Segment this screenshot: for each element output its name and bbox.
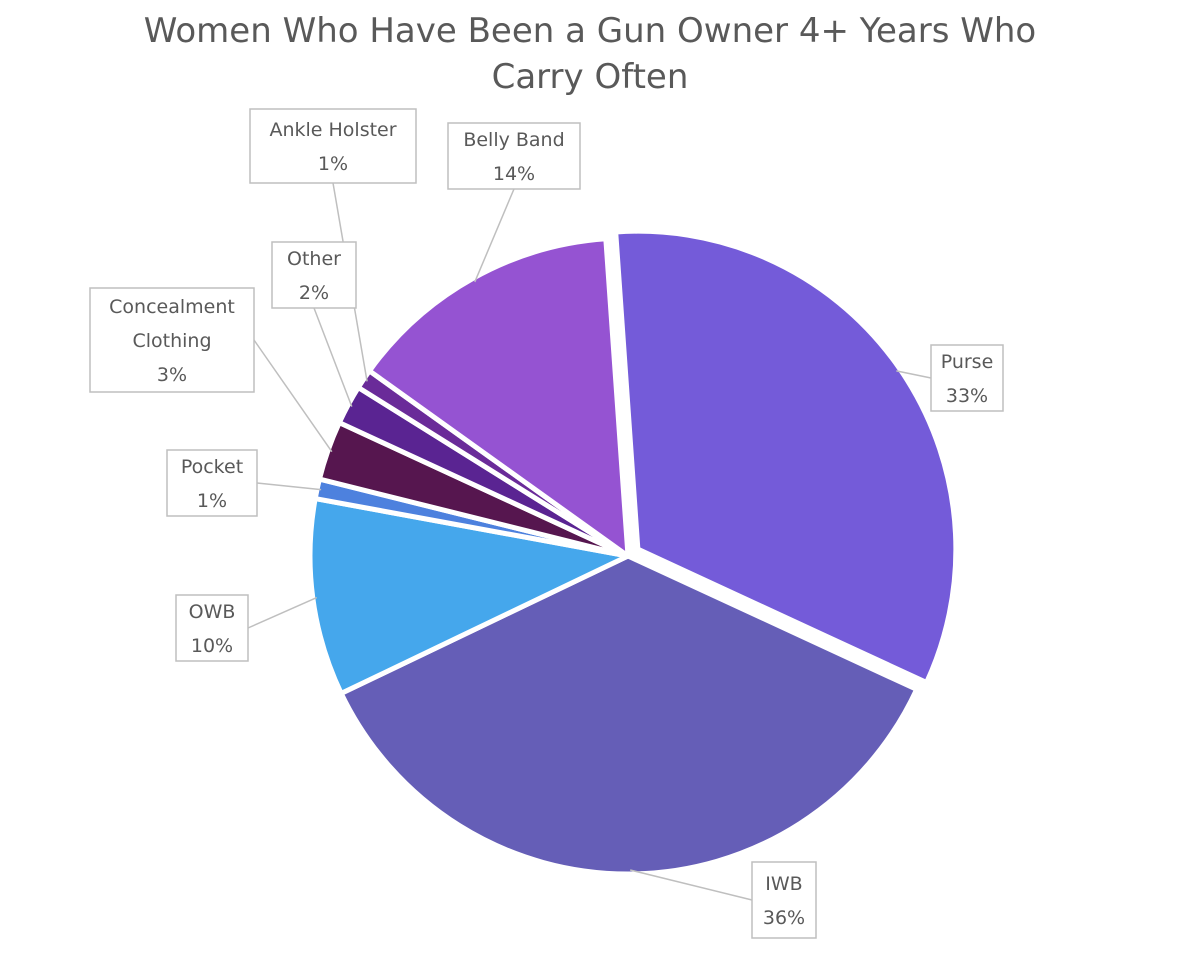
data-label-value: 10% (191, 635, 233, 657)
data-label-box (751, 861, 817, 939)
data-label-pocket: Pocket 1% (166, 449, 258, 517)
data-label-category: OWB (189, 601, 236, 623)
pie-slice-purse (613, 228, 959, 686)
leader-line-iwb (630, 869, 753, 901)
chart-title-line-1: Women Who Have Been a Gun Owner 4+ Years… (143, 11, 1037, 51)
leader-line-belly-band (474, 188, 515, 283)
data-label-category: Belly Band (463, 129, 564, 151)
data-label-category: Ankle Holster (269, 119, 396, 141)
data-label-box (271, 241, 357, 309)
data-label-owb: OWB 10% (175, 594, 249, 662)
data-label-concealment-clothing: Concealment Clothing 3% (89, 287, 255, 393)
leader-line-owb (247, 596, 318, 629)
leader-line-pocket (256, 482, 322, 491)
data-label-category: Other (287, 248, 341, 270)
data-label-box (175, 594, 249, 662)
chart-title-line-2: Carry Often (491, 57, 689, 97)
data-label-value: 3% (157, 364, 187, 386)
data-label-iwb: IWB 36% (751, 861, 817, 939)
pie-slice-belly-band (366, 236, 631, 559)
leader-line-other (313, 307, 353, 407)
data-label-box (249, 108, 417, 184)
data-label-purse: Purse 33% (930, 344, 1004, 412)
data-label-category: Concealment (109, 296, 235, 318)
data-label-category: Purse (941, 351, 994, 373)
data-label-category: Clothing (132, 330, 211, 352)
pie-slice-owb (307, 496, 631, 696)
data-label-ankle-holster: Ankle Holster 1% (249, 108, 417, 184)
data-label-category: IWB (765, 873, 802, 895)
data-label-other: Other 2% (271, 241, 357, 309)
data-label-box (89, 287, 255, 393)
data-label-value: 1% (318, 153, 348, 175)
leader-line-purse (896, 370, 932, 379)
data-label-value: 14% (493, 163, 535, 185)
data-label-value: 33% (946, 385, 988, 407)
data-label-belly-band: Belly Band 14% (447, 122, 581, 190)
pie-slices (307, 228, 959, 877)
data-label-box (447, 122, 581, 190)
leader-line-concealment-clothing (253, 339, 333, 453)
pie-slice-iwb (338, 553, 920, 877)
chart-title: Women Who Have Been a Gun Owner 4+ Years… (0, 8, 1180, 100)
data-label-box (930, 344, 1004, 412)
data-labels: Purse33%IWB36%OWB10%Pocket1%ConcealmentC… (89, 108, 1004, 939)
data-label-box (166, 449, 258, 517)
data-label-category: Pocket (181, 456, 243, 478)
data-label-value: 36% (763, 907, 805, 929)
data-label-value: 2% (299, 282, 329, 304)
data-label-value: 1% (197, 490, 227, 512)
